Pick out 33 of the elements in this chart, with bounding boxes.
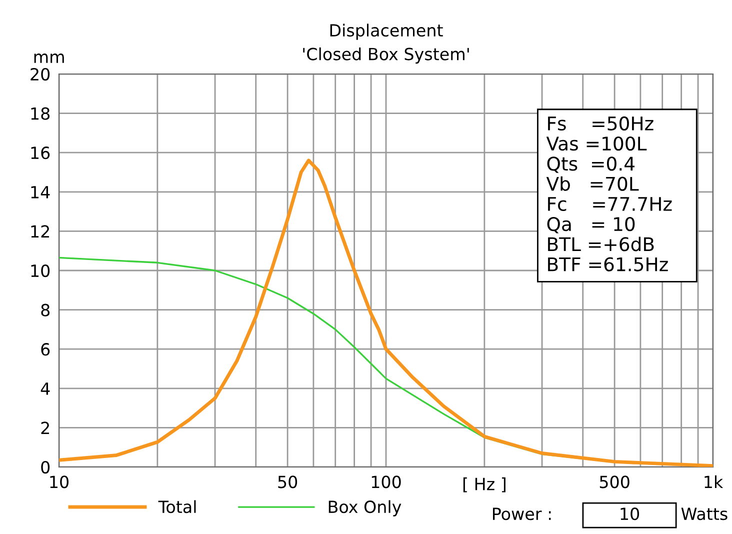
y-axis-title: mm — [34, 54, 64, 63]
y-tick-label: 8 — [41, 304, 50, 316]
x-tick-label: 50 — [278, 476, 298, 488]
y-tick-label: 20 — [30, 68, 50, 81]
chart-title: Displacement — [330, 24, 443, 40]
annotation: Fc =77.7Hz — [548, 197, 672, 212]
annotation: Qa = 10 — [547, 216, 635, 234]
y-tick-label: 6 — [41, 343, 50, 356]
y-tick-label: 10 — [31, 264, 50, 278]
legend-label: Box Only — [328, 500, 402, 516]
y-tick-label: 16 — [31, 146, 50, 160]
annotation: BTL =+6dB — [548, 236, 654, 252]
y-tick-label: 2 — [41, 422, 49, 434]
annotation: Fs =50Hz — [548, 116, 654, 131]
y-tick-label: 12 — [31, 225, 49, 238]
x-axis-title: [ Hz ] — [463, 477, 506, 492]
text: 10 — [620, 508, 640, 520]
x-tick-label: 100 — [372, 476, 401, 488]
annotation: Vas =100L — [546, 136, 647, 151]
y-tick-label: 0 — [41, 460, 50, 474]
y-tick-label: 18 — [31, 107, 50, 120]
text: Watts — [681, 508, 728, 520]
chart-subtitle: 'Closed Box System' — [303, 47, 469, 64]
x-tick-label: 1k — [704, 475, 724, 488]
text: Power : — [493, 508, 551, 520]
annotation: Qts =0.4 — [547, 156, 635, 173]
x-tick-label: 500 — [600, 476, 630, 488]
y-tick-label: 14 — [31, 186, 50, 198]
y-tick-label: 4 — [40, 382, 50, 395]
x-tick-label: 10 — [50, 476, 68, 488]
annotation: BTF =61.5Hz — [548, 257, 668, 272]
annotation: Vb =70L — [546, 176, 639, 191]
legend-label: Total — [158, 500, 196, 514]
